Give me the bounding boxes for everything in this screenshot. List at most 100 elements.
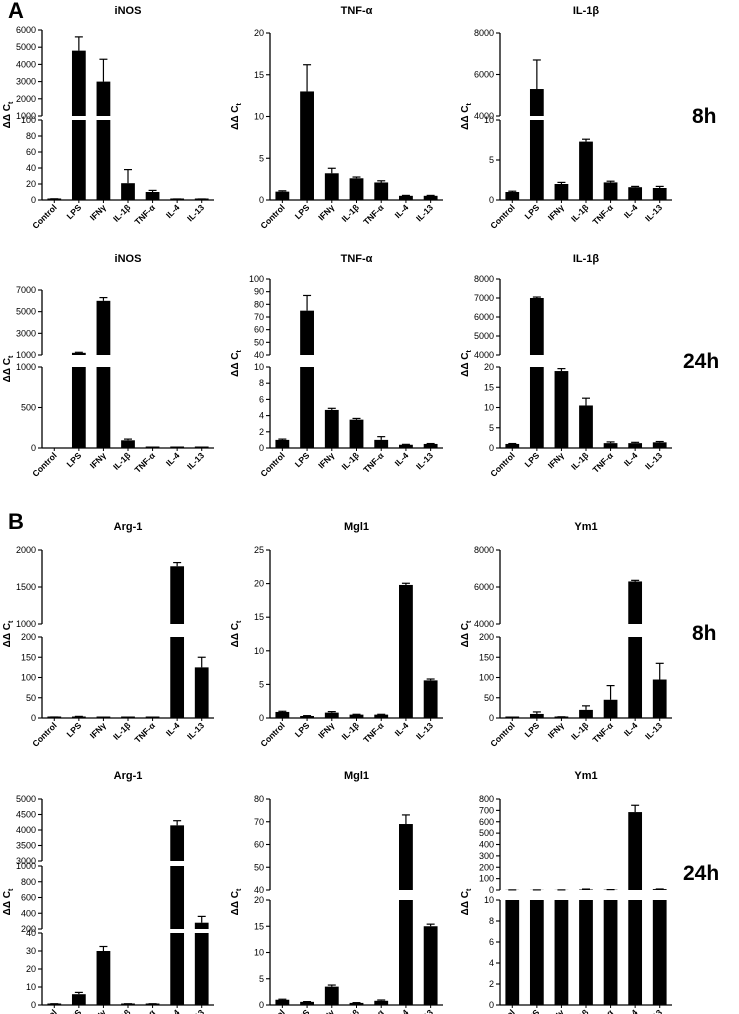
bar bbox=[170, 825, 185, 1005]
bar bbox=[628, 187, 643, 200]
bar bbox=[652, 442, 667, 448]
x-tick-label: IL-1β bbox=[111, 720, 132, 741]
y-tick-label: 40 bbox=[254, 885, 264, 895]
x-tick-label: LPS bbox=[65, 1007, 84, 1014]
y-tick-label: 100 bbox=[479, 874, 494, 884]
time-label-b-8h: 8h bbox=[692, 622, 717, 645]
y-tick-label: 200 bbox=[21, 924, 36, 934]
bar bbox=[423, 926, 438, 1005]
x-tick-label: LPS bbox=[65, 450, 84, 469]
x-tick-label: Control bbox=[30, 720, 58, 748]
y-tick-label: 1000 bbox=[16, 861, 36, 871]
chart-title: Ym1 bbox=[574, 521, 597, 533]
y-tick-label: 0 bbox=[489, 443, 494, 453]
bar-break-gap bbox=[578, 890, 594, 900]
y-tick-label: 5000 bbox=[474, 331, 494, 341]
x-tick-label: IL-13 bbox=[185, 450, 206, 471]
x-tick-label: TNF-α bbox=[133, 450, 158, 475]
y-tick-label: 10 bbox=[484, 895, 494, 905]
y-tick-label: 100 bbox=[249, 274, 264, 284]
y-tick-label: 8 bbox=[259, 378, 264, 388]
y-tick-label: 1500 bbox=[16, 582, 36, 592]
bar bbox=[579, 405, 593, 448]
bar bbox=[121, 183, 135, 200]
y-tick-label: 80 bbox=[254, 794, 264, 804]
bar bbox=[603, 182, 618, 200]
y-axis-label: ΔΔ Ct bbox=[460, 620, 473, 647]
bar-break-gap bbox=[193, 929, 210, 933]
bar bbox=[349, 178, 364, 200]
bar bbox=[374, 182, 389, 200]
y-tick-label: 10 bbox=[254, 112, 264, 122]
y-tick-label: 4500 bbox=[16, 810, 36, 820]
bar bbox=[423, 195, 438, 200]
bar bbox=[374, 714, 389, 718]
y-tick-label: 5 bbox=[489, 155, 494, 165]
y-tick-label: 0 bbox=[31, 713, 36, 723]
bar bbox=[324, 712, 339, 718]
x-tick-label: IL-1β bbox=[111, 1007, 132, 1014]
y-tick-label: 50 bbox=[26, 693, 36, 703]
x-tick-label: IL-1β bbox=[569, 720, 590, 741]
bar bbox=[423, 680, 438, 718]
y-tick-label: 200 bbox=[479, 632, 494, 642]
y-tick-label: 20 bbox=[26, 964, 36, 974]
y-axis-label: ΔΔ Ct bbox=[460, 888, 473, 915]
x-tick-label: IL-13 bbox=[414, 720, 435, 741]
x-tick-label: IFNγ bbox=[546, 1007, 566, 1014]
bar bbox=[579, 889, 593, 1005]
bar bbox=[194, 667, 209, 718]
y-tick-label: 60 bbox=[254, 325, 264, 335]
bar-break-gap bbox=[169, 861, 186, 866]
bar bbox=[300, 91, 314, 200]
y-axis-label: ΔΔ Ct bbox=[2, 101, 15, 128]
y-tick-label: 3000 bbox=[16, 856, 36, 866]
y-tick-label: 4000 bbox=[16, 59, 36, 69]
bar bbox=[628, 812, 643, 1005]
y-tick-label: 0 bbox=[489, 885, 494, 895]
y-tick-label: 6000 bbox=[474, 582, 494, 592]
x-tick-label: Control bbox=[258, 202, 286, 230]
y-tick-label: 40 bbox=[254, 350, 264, 360]
x-tick-label: TNF-α bbox=[361, 202, 386, 227]
y-tick-label: 40 bbox=[26, 163, 36, 173]
x-tick-label: LPS bbox=[65, 202, 84, 221]
y-tick-label: 20 bbox=[254, 28, 264, 38]
y-tick-label: 20 bbox=[254, 895, 264, 905]
y-tick-label: 10 bbox=[484, 115, 494, 125]
x-tick-label: IL-4 bbox=[393, 720, 411, 738]
x-tick-label: IL-13 bbox=[643, 202, 664, 223]
y-tick-label: 7000 bbox=[16, 285, 36, 295]
bar bbox=[529, 298, 544, 448]
x-tick-label: Control bbox=[488, 720, 516, 748]
y-tick-label: 500 bbox=[479, 828, 494, 838]
y-tick-label: 2 bbox=[259, 427, 264, 437]
x-tick-label: LPS bbox=[293, 720, 312, 739]
y-tick-label: 10 bbox=[254, 948, 264, 958]
bar-break-gap bbox=[627, 890, 644, 900]
bar bbox=[399, 824, 413, 1005]
y-tick-label: 5000 bbox=[16, 794, 36, 804]
x-tick-label: Control bbox=[488, 202, 516, 230]
y-tick-label: 150 bbox=[21, 652, 36, 662]
x-tick-label: IL-4 bbox=[393, 1007, 411, 1014]
x-tick-label: TNF-α bbox=[591, 1007, 616, 1014]
bar bbox=[349, 419, 364, 448]
bar-break-gap bbox=[504, 890, 521, 900]
x-tick-label: IL-13 bbox=[185, 720, 206, 741]
y-tick-label: 4000 bbox=[474, 350, 494, 360]
y-axis-label: ΔΔ Ct bbox=[230, 620, 243, 647]
x-tick-label: IL-13 bbox=[414, 202, 435, 223]
y-tick-label: 2000 bbox=[16, 545, 36, 555]
y-tick-label: 50 bbox=[254, 862, 264, 872]
x-tick-label: LPS bbox=[65, 720, 84, 739]
y-tick-label: 15 bbox=[484, 382, 494, 392]
bar-break-gap bbox=[70, 355, 87, 367]
x-tick-label: TNF-α bbox=[361, 450, 386, 475]
y-tick-label: 600 bbox=[21, 893, 36, 903]
bar-break-gap bbox=[70, 116, 87, 120]
bar bbox=[579, 709, 593, 718]
